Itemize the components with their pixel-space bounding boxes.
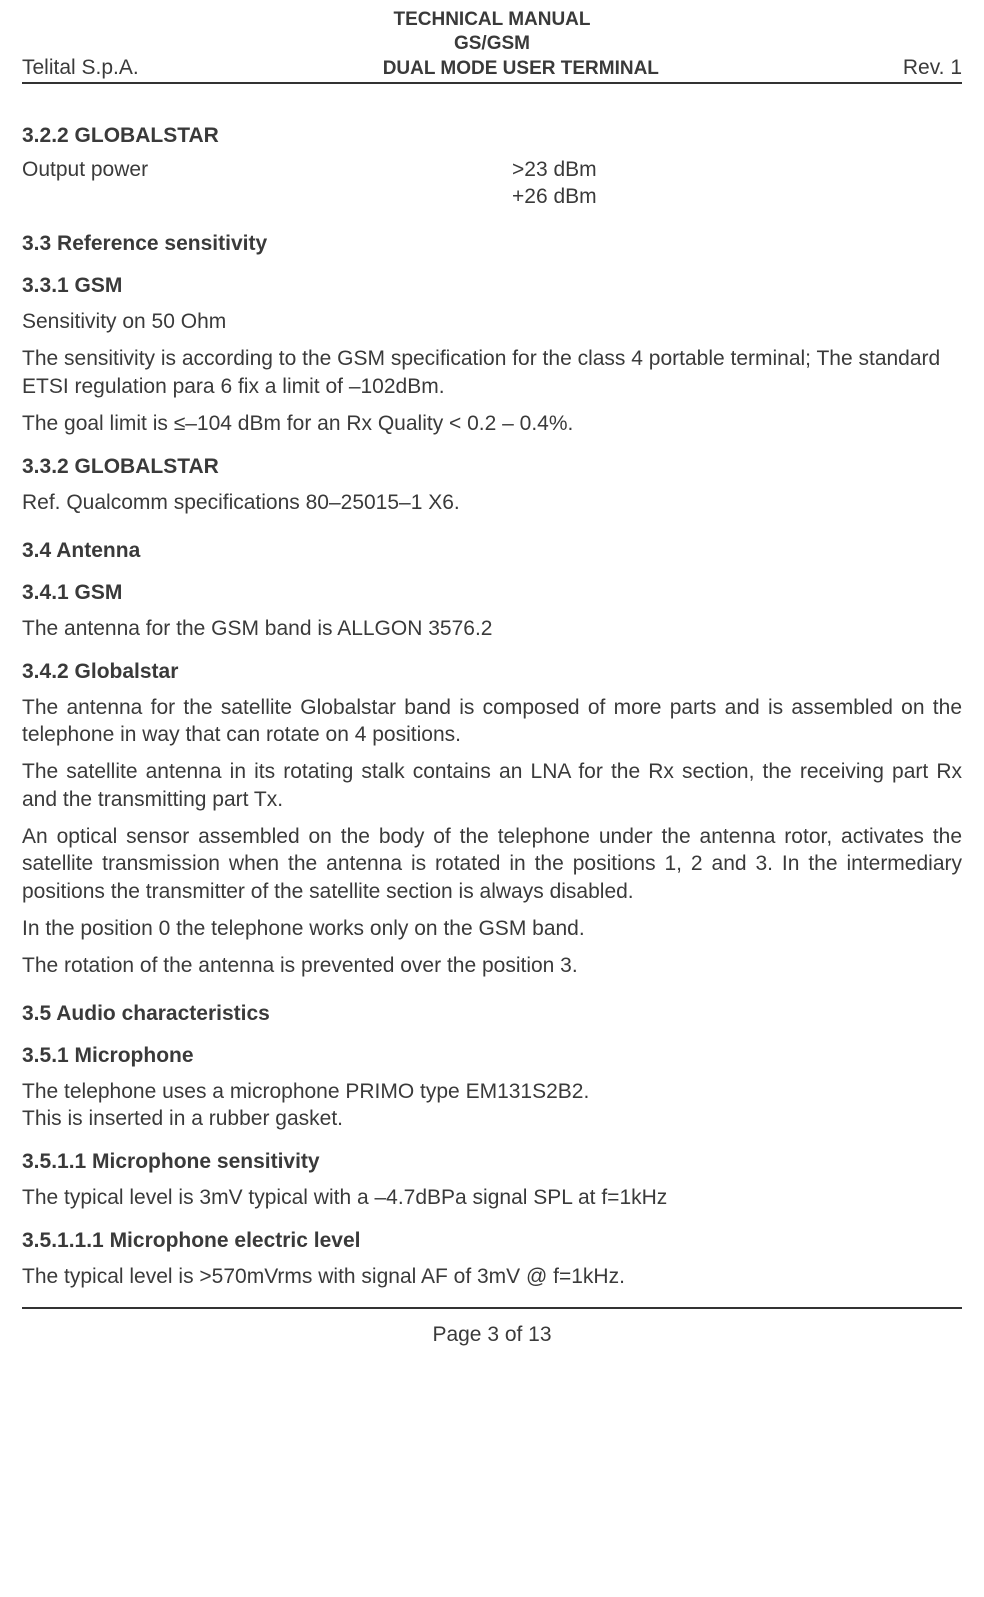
heading-3-5: 3.5 Audio characteristics xyxy=(22,1002,962,1026)
content-area: 3.2.2 GLOBALSTAR Output power >23 dBm +2… xyxy=(22,84,962,1291)
output-power-label: Output power xyxy=(22,156,512,211)
heading-3-4-2: 3.4.2 Globalstar xyxy=(22,660,962,684)
heading-3-4-1: 3.4.1 GSM xyxy=(22,581,962,605)
para-3-5-1-1-1-a: The typical level is >570mVrms with sign… xyxy=(22,1263,962,1290)
header-revision: Rev. 1 xyxy=(903,56,962,80)
doc-title-line3: DUAL MODE USER TERMINAL xyxy=(139,58,903,80)
doc-title-block: TECHNICAL MANUAL GS/GSM xyxy=(22,0,962,56)
doc-title-line2: GS/GSM xyxy=(22,32,962,56)
para-3-4-2-a: The antenna for the satellite Globalstar… xyxy=(22,694,962,749)
para-3-4-2-d: In the position 0 the telephone works on… xyxy=(22,915,962,942)
para-3-5-1-a: The telephone uses a microphone PRIMO ty… xyxy=(22,1078,962,1105)
para-3-5-1-1-a: The typical level is 3mV typical with a … xyxy=(22,1184,962,1211)
heading-3-5-1-1: 3.5.1.1 Microphone sensitivity xyxy=(22,1150,962,1174)
header-company: Telital S.p.A. xyxy=(22,56,139,80)
page-number: Page 3 of 13 xyxy=(22,1309,962,1347)
heading-3-4: 3.4 Antenna xyxy=(22,539,962,563)
para-3-4-2-e: The rotation of the antenna is prevented… xyxy=(22,952,962,979)
para-3-3-1-a: Sensitivity on 50 Ohm xyxy=(22,308,962,335)
output-power-row: Output power >23 dBm +26 dBm xyxy=(22,156,962,211)
para-3-3-1-c: The goal limit is ≤–104 dBm for an Rx Qu… xyxy=(22,410,962,437)
output-power-value-2: +26 dBm xyxy=(512,183,597,210)
heading-3-3-2: 3.3.2 GLOBALSTAR xyxy=(22,455,962,479)
para-3-5-1-b: This is inserted in a rubber gasket. xyxy=(22,1105,962,1132)
para-3-3-1-b: The sensitivity is according to the GSM … xyxy=(22,345,962,400)
heading-3-2-2: 3.2.2 GLOBALSTAR xyxy=(22,124,962,148)
para-3-4-2-b: The satellite antenna in its rotating st… xyxy=(22,758,962,813)
para-3-4-1-a: The antenna for the GSM band is ALLGON 3… xyxy=(22,615,962,642)
output-power-value-1: >23 dBm xyxy=(512,156,597,183)
doc-title-line1: TECHNICAL MANUAL xyxy=(22,8,962,32)
para-3-3-2-a: Ref. Qualcomm specifications 80–25015–1 … xyxy=(22,489,962,516)
heading-3-3-1: 3.3.1 GSM xyxy=(22,274,962,298)
heading-3-3: 3.3 Reference sensitivity xyxy=(22,232,962,256)
heading-3-5-1: 3.5.1 Microphone xyxy=(22,1044,962,1068)
para-3-4-2-c: An optical sensor assembled on the body … xyxy=(22,823,962,905)
header-row: Telital S.p.A. DUAL MODE USER TERMINAL R… xyxy=(22,56,962,84)
heading-3-5-1-1-1: 3.5.1.1.1 Microphone electric level xyxy=(22,1229,962,1253)
